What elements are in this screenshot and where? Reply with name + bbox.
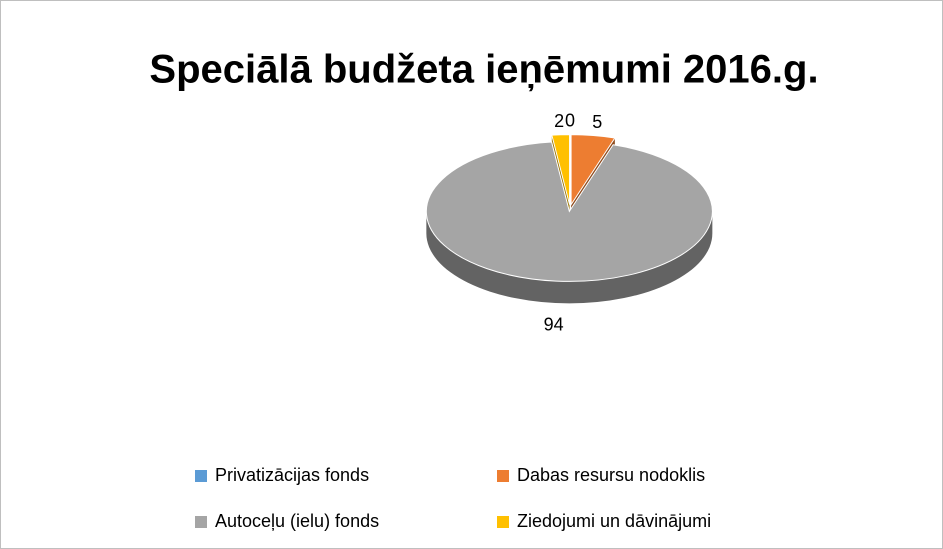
legend-label: Dabas resursu nodoklis xyxy=(517,465,705,485)
pie-tops xyxy=(425,134,713,282)
legend-label: Ziedojumi un dāvinājumi xyxy=(517,511,711,531)
data-label: 2 xyxy=(554,111,564,131)
data-label: 0 xyxy=(565,111,575,131)
legend-swatch xyxy=(497,470,509,482)
pie-slice xyxy=(551,134,571,205)
chart-title: Speciālā budžeta ieņēmumi 2016.g. xyxy=(149,48,818,92)
data-label: 94 xyxy=(544,314,564,334)
legend-label: Autoceļu (ielu) fonds xyxy=(215,511,379,531)
legend-swatch xyxy=(195,516,207,528)
legend-swatch xyxy=(497,516,509,528)
data-label: 5 xyxy=(592,112,602,132)
pie-slice xyxy=(570,134,616,207)
legend-label: Privatizācijas fonds xyxy=(215,465,369,485)
legend-swatch xyxy=(195,470,207,482)
pie-slice xyxy=(425,141,713,282)
